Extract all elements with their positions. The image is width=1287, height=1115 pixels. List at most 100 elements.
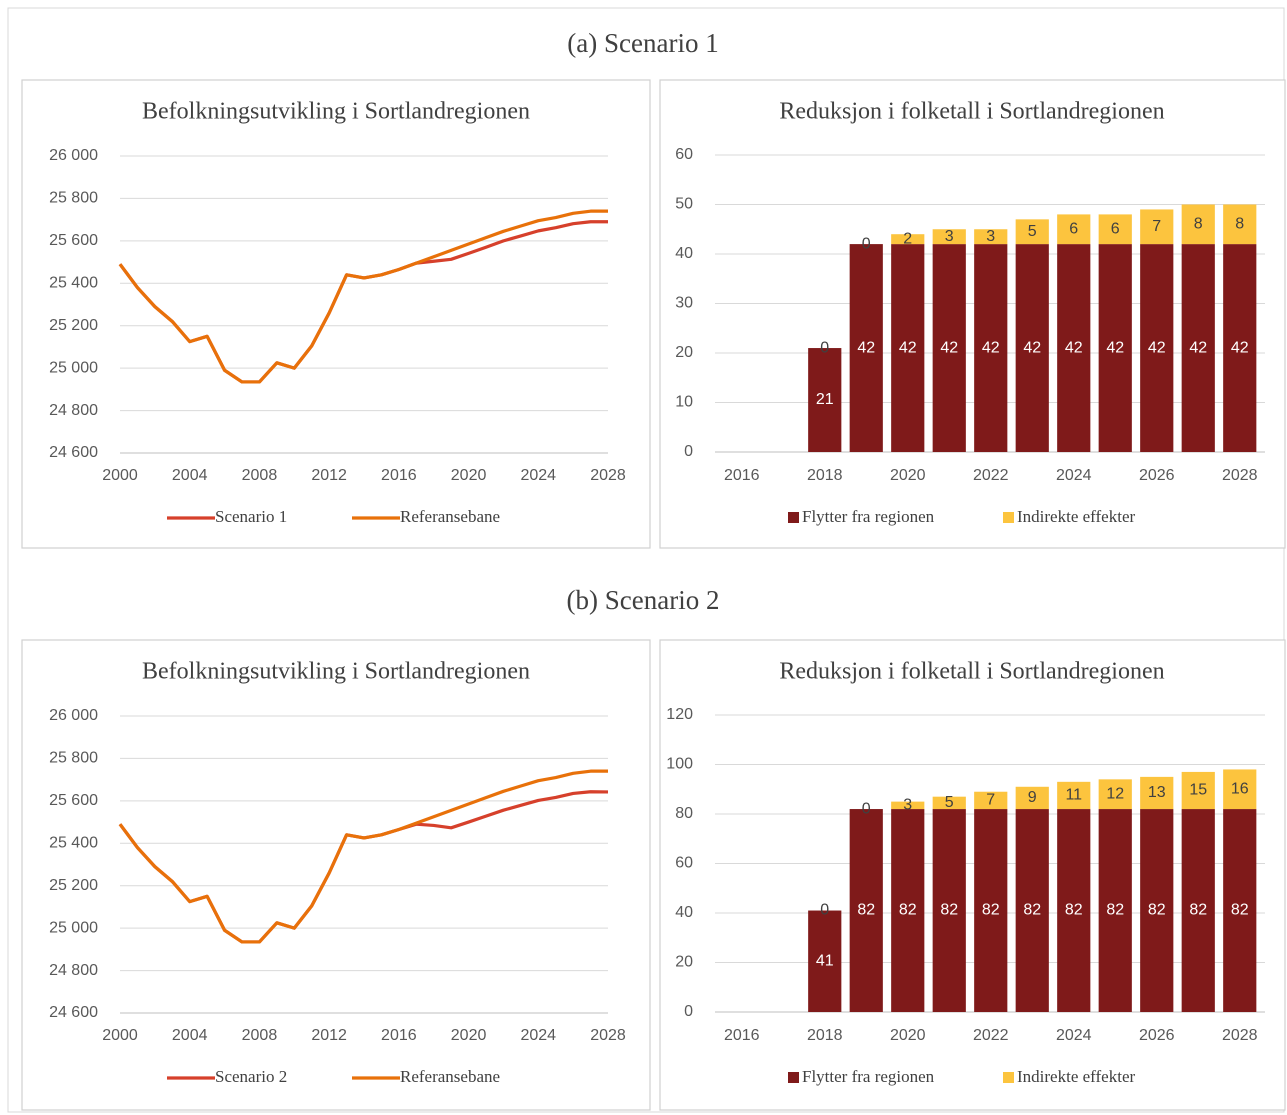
bar-segment xyxy=(1181,204,1215,245)
y-tick-label: 24 600 xyxy=(49,1004,98,1021)
y-tick-label: 30 xyxy=(675,295,693,312)
bar-segment xyxy=(1181,771,1215,810)
data-label: 41 xyxy=(816,952,834,969)
y-tick-label: 25 800 xyxy=(49,190,98,207)
data-label: 5 xyxy=(1028,223,1037,240)
data-label: 82 xyxy=(982,902,1000,919)
bar-segment xyxy=(1223,244,1257,452)
y-tick-label: 60 xyxy=(675,146,693,163)
x-tick-label: 2026 xyxy=(1139,1027,1175,1044)
bar-segment xyxy=(891,234,925,245)
data-label: 5 xyxy=(945,794,954,811)
bar-segment xyxy=(849,809,883,1012)
x-tick-label: 2028 xyxy=(1222,1027,1258,1044)
bar-segment xyxy=(1057,214,1091,245)
data-label: 3 xyxy=(903,797,912,814)
data-label: 13 xyxy=(1148,784,1166,801)
bar-segment xyxy=(1223,769,1257,810)
y-tick-label: 25 600 xyxy=(49,792,98,809)
data-label: 42 xyxy=(1023,339,1041,356)
data-label: 9 xyxy=(1028,789,1037,806)
x-tick-label: 2020 xyxy=(451,467,487,484)
data-label: 42 xyxy=(1148,339,1166,356)
x-tick-label: 2024 xyxy=(1056,467,1092,484)
x-tick-label: 2028 xyxy=(1222,467,1258,484)
panel xyxy=(659,639,1286,1111)
y-tick-label: 10 xyxy=(675,394,693,411)
legend-label: Scenario 2 xyxy=(215,1067,287,1086)
bar-segment xyxy=(891,244,925,452)
data-label: 82 xyxy=(857,902,875,919)
data-label: 82 xyxy=(1189,902,1207,919)
panel xyxy=(659,79,1286,549)
y-tick-label: 25 600 xyxy=(49,232,98,249)
y-tick-label: 80 xyxy=(675,805,693,822)
data-label: 21 xyxy=(816,391,834,408)
section-heading: (a) Scenario 1 xyxy=(567,28,718,58)
y-tick-label: 25 000 xyxy=(49,919,98,936)
x-tick-label: 2012 xyxy=(311,467,347,484)
y-tick-label: 40 xyxy=(675,245,693,262)
chart-title: Befolkningsutvikling i Sortlandregionen xyxy=(142,99,530,125)
bar-segment xyxy=(1098,244,1132,452)
x-tick-label: 2012 xyxy=(311,1027,347,1044)
x-tick-label: 2022 xyxy=(973,1027,1009,1044)
y-tick-label: 20 xyxy=(675,954,693,971)
x-tick-label: 2016 xyxy=(724,1027,760,1044)
x-tick-label: 2028 xyxy=(590,1027,626,1044)
bar-segment xyxy=(808,910,842,1012)
x-tick-label: 2016 xyxy=(381,1027,417,1044)
y-tick-label: 25 800 xyxy=(49,750,98,767)
panel xyxy=(21,639,651,1111)
bar-segment xyxy=(891,801,925,810)
y-tick-label: 25 000 xyxy=(49,359,98,376)
bar-segment xyxy=(974,229,1008,245)
legend-swatch xyxy=(1003,1072,1014,1083)
bar-segment xyxy=(932,809,966,1012)
bar-segment xyxy=(849,244,883,452)
bar-segment xyxy=(1223,809,1257,1012)
bar-segment xyxy=(891,809,925,1012)
bar-segment xyxy=(1181,809,1215,1012)
x-tick-label: 2008 xyxy=(242,467,278,484)
bar-segment xyxy=(1140,776,1174,810)
legend-label: Flytter fra regionen xyxy=(802,507,935,526)
y-tick-label: 100 xyxy=(666,756,693,773)
legend-label: Indirekte effekter xyxy=(1017,507,1135,526)
panel xyxy=(21,79,651,549)
legend-label: Referansebane xyxy=(400,1067,500,1086)
bar-segment xyxy=(1057,781,1091,810)
x-tick-label: 2004 xyxy=(172,467,208,484)
bar-segment xyxy=(1015,786,1049,810)
data-label: 8 xyxy=(1194,216,1203,233)
data-label: 82 xyxy=(1106,902,1124,919)
data-label: 15 xyxy=(1189,782,1207,799)
data-label: 2 xyxy=(903,230,912,247)
data-label: 82 xyxy=(1065,902,1083,919)
bar-segment xyxy=(974,244,1008,452)
chart-title: Reduksjon i folketall i Sortlandregionen xyxy=(779,659,1164,685)
y-tick-label: 25 400 xyxy=(49,835,98,852)
data-label: 82 xyxy=(1023,902,1041,919)
chart-title: Reduksjon i folketall i Sortlandregionen xyxy=(779,99,1164,125)
legend-swatch xyxy=(788,1072,799,1083)
data-label: 12 xyxy=(1106,785,1124,802)
data-label: 42 xyxy=(940,339,958,356)
x-tick-label: 2026 xyxy=(1139,467,1175,484)
data-label: 42 xyxy=(899,339,917,356)
data-line xyxy=(118,209,608,384)
bar-segment xyxy=(1098,779,1132,810)
x-tick-label: 2020 xyxy=(451,1027,487,1044)
bar-segment xyxy=(1015,809,1049,1012)
x-tick-label: 2022 xyxy=(973,467,1009,484)
y-tick-label: 120 xyxy=(666,706,693,723)
data-label: 7 xyxy=(986,792,995,809)
bar-segment xyxy=(1015,244,1049,452)
legend-label: Flytter fra regionen xyxy=(802,1067,935,1086)
bar-segment xyxy=(1223,204,1257,245)
bar-segment xyxy=(1181,244,1215,452)
y-tick-label: 24 800 xyxy=(49,962,98,979)
section-heading: (b) Scenario 2 xyxy=(567,585,720,615)
x-tick-label: 2016 xyxy=(381,467,417,484)
y-tick-label: 50 xyxy=(675,196,693,213)
